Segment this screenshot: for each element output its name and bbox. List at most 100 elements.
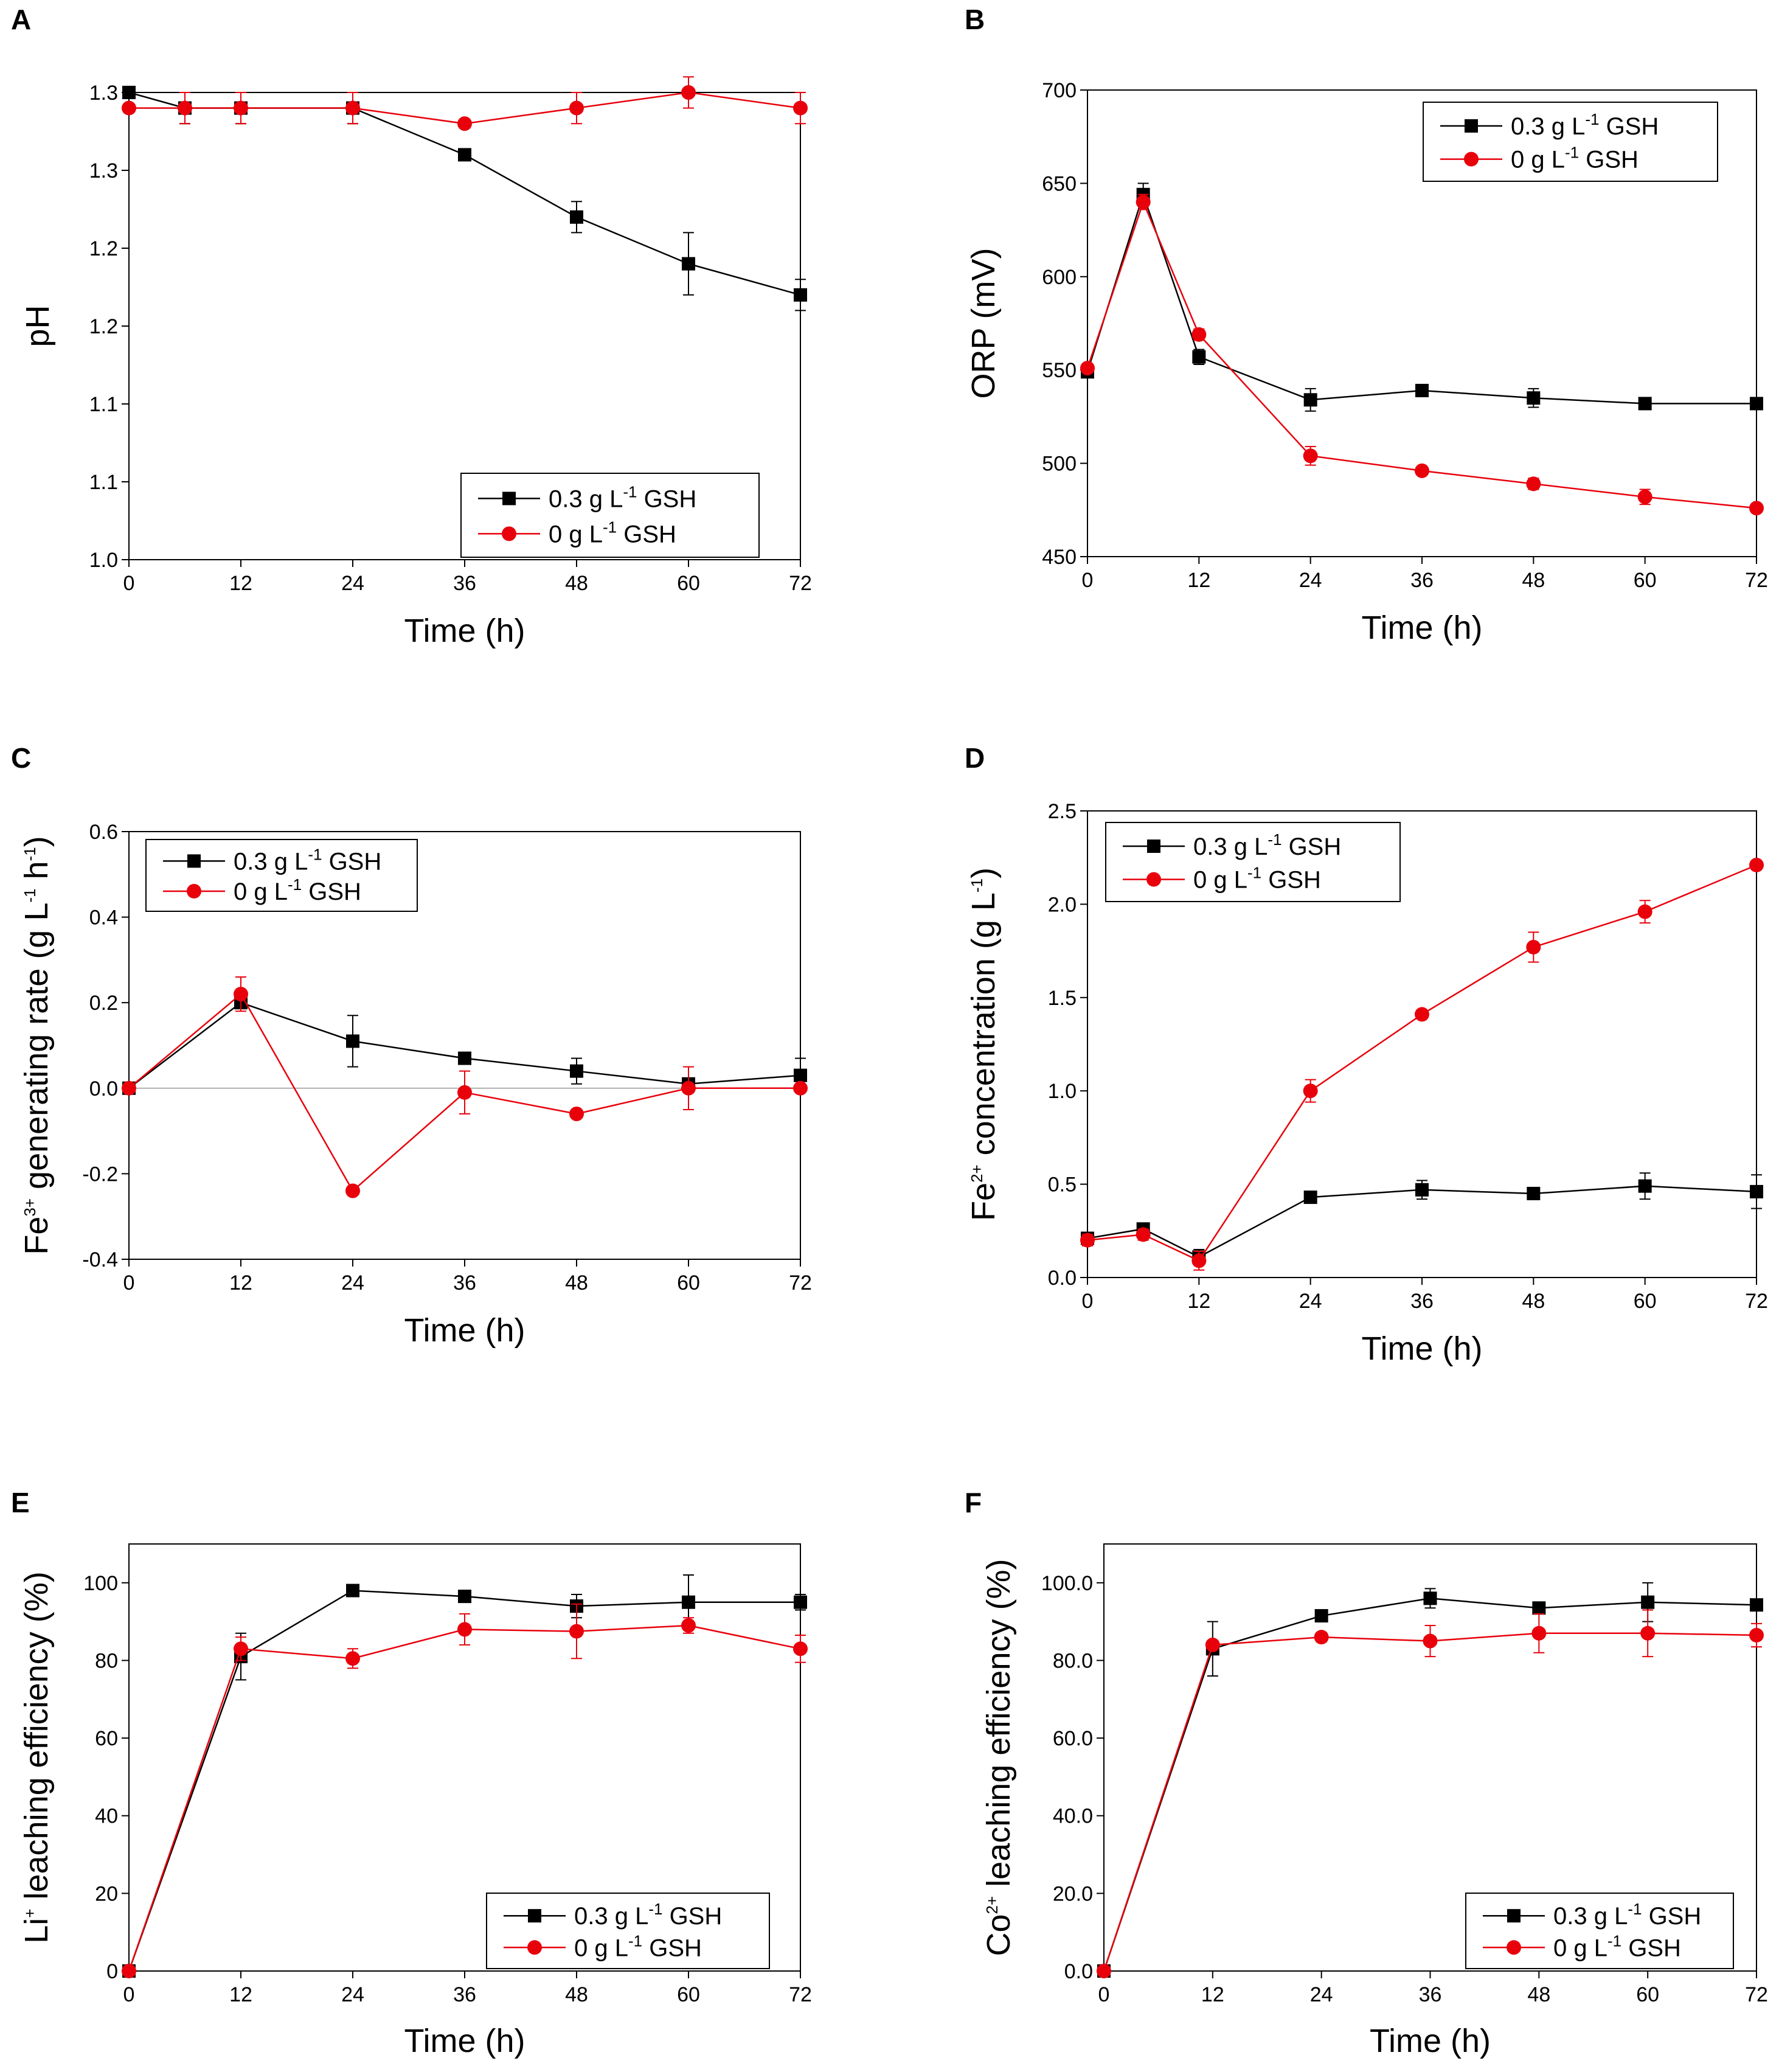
legend-box-d	[1105, 822, 1401, 902]
y-axis-title-d: Fe2+ concentration (g L-1)	[965, 867, 1002, 1221]
legend-label-control-c: 0 g L-1 GSH	[234, 875, 361, 905]
legend-label-main: 0 g L	[574, 1935, 628, 1961]
y-axis-title-a: pH	[19, 305, 56, 347]
y-tick-label-c: 0.4	[89, 906, 118, 930]
data-point-control-a	[345, 100, 360, 116]
data-point-treated-d	[1750, 1184, 1763, 1198]
legend-label-sup: -1	[288, 875, 302, 894]
y-tick-label-f: 80.0	[1053, 1649, 1093, 1672]
legend-marker-treated-f	[1507, 1909, 1521, 1923]
x-tick-label-d: 24	[1299, 1290, 1322, 1313]
data-point-control-b	[1415, 463, 1429, 478]
legend-label-tail: GSH	[1599, 113, 1659, 140]
x-tick-label-c: 48	[565, 1271, 588, 1295]
y-tick-label-b: 550	[1042, 359, 1077, 382]
x-tick-label-d: 48	[1522, 1290, 1545, 1313]
data-point-control-d	[1303, 1083, 1318, 1099]
y-tick-label-f: 20.0	[1053, 1882, 1093, 1905]
panel-e: E 0 12 24 36 48 60 72 0 20 40 60 80 100 Time (h) Li+ le…	[11, 1487, 812, 2059]
legend-box-f	[1465, 1893, 1734, 1969]
legend-label-main: 0 g L	[549, 521, 603, 548]
data-point-treated-b	[1750, 397, 1763, 411]
y-tick-label-a: 1.1	[89, 471, 118, 494]
y-axis-title-part: h	[18, 861, 55, 888]
y-tick-label-e: 40	[95, 1805, 118, 1828]
data-point-control-a	[234, 100, 248, 116]
x-tick-label-a: 48	[565, 572, 588, 595]
legend-label-sup: -1	[1267, 830, 1281, 849]
x-axis-title-a: Time (h)	[404, 613, 525, 649]
series-line-treated-d	[1087, 1185, 1757, 1258]
x-tick-label-c: 0	[123, 1271, 135, 1295]
data-point-treated-d	[1527, 1186, 1541, 1200]
y-tick-label-a: 1.3	[89, 159, 118, 183]
data-point-treated-e	[346, 1584, 359, 1597]
x-tick-label-d: 72	[1745, 1290, 1768, 1313]
y-tick-label-f: 100.0	[1041, 1572, 1093, 1595]
x-tick-label-e: 12	[229, 1983, 252, 2006]
y-axis-title-sup: 3+	[21, 1198, 39, 1217]
x-tick-label-e: 0	[123, 1983, 135, 2006]
data-point-treated-f	[1532, 1601, 1546, 1615]
x-tick-label-b: 36	[1410, 569, 1434, 592]
x-tick-label-a: 24	[341, 572, 364, 595]
series-line-control-b	[1086, 200, 1757, 509]
x-tick-label-f: 0	[1098, 1983, 1110, 2006]
legend-label-tail: GSH	[1642, 1903, 1701, 1930]
data-point-control-d	[1191, 1253, 1207, 1268]
legend-marker-control-b	[1464, 151, 1479, 167]
data-point-control-e	[681, 1618, 696, 1633]
data-point-treated-c	[794, 1068, 807, 1082]
y-tick-label-d: 2.5	[1048, 800, 1077, 823]
x-tick-label-e: 72	[789, 1983, 812, 2006]
x-tick-label-c: 72	[789, 1271, 812, 1295]
y-tick-label-d: 2.0	[1048, 893, 1077, 916]
x-tick-label-f: 60	[1636, 1983, 1659, 2006]
data-point-control-b	[1191, 327, 1207, 342]
data-point-control-b	[1303, 448, 1318, 464]
y-axis-title-part: Li	[18, 1918, 55, 1944]
y-tick-label-e: 20	[95, 1882, 118, 1905]
legend-label-treated-b: 0.3 g L-1 GSH	[1511, 110, 1659, 140]
legend-label-sup: -1	[308, 845, 322, 863]
data-point-treated-d	[1415, 1183, 1429, 1197]
y-axis-title-e: Li+ leaching efficiency (%)	[18, 1571, 55, 1943]
data-point-control-b	[1080, 361, 1095, 376]
data-point-treated-e	[458, 1590, 471, 1604]
x-axis-title-e: Time (h)	[404, 2023, 525, 2059]
legend-label-treated-f: 0.3 g L-1 GSH	[1553, 1900, 1701, 1930]
y-axis-title-part: Fe	[18, 1217, 55, 1255]
data-point-treated-a	[794, 288, 807, 302]
legend-label-tail: GSH	[642, 1935, 702, 1961]
y-tick-label-d: 0.5	[1048, 1173, 1077, 1197]
data-point-treated-c	[458, 1051, 471, 1065]
y-tick-label-a: 1.3	[89, 82, 118, 105]
data-point-control-c	[681, 1080, 696, 1096]
legend-label-main: 0.3 g L	[234, 848, 308, 875]
x-tick-label-f: 36	[1419, 1983, 1442, 2006]
y-tick-label-e: 100	[83, 1572, 118, 1595]
x-tick-label-c: 12	[229, 1271, 252, 1295]
data-point-treated-d	[1303, 1191, 1317, 1205]
legend-label-tail: GSH	[1281, 833, 1341, 860]
legend-label-tail: GSH	[637, 485, 696, 512]
y-tick-label-f: 0.0	[1064, 1960, 1093, 1983]
x-tick-label-f: 24	[1310, 1983, 1333, 2006]
legend-label-sup: -1	[623, 482, 637, 501]
data-point-control-a	[569, 100, 584, 116]
data-point-control-d	[1526, 939, 1541, 954]
x-tick-label-f: 72	[1745, 1983, 1768, 2006]
x-tick-label-b: 72	[1745, 569, 1768, 592]
data-point-control-e	[234, 1641, 248, 1657]
x-tick-label-e: 48	[565, 1983, 588, 2006]
data-point-treated-f	[1750, 1598, 1763, 1612]
x-tick-label-d: 12	[1187, 1290, 1210, 1313]
series-line-control-d	[1087, 864, 1757, 1262]
data-point-control-b	[1526, 476, 1541, 492]
legend-box-e	[486, 1893, 770, 1969]
legend-marker-treated-e	[528, 1909, 541, 1923]
x-tick-label-a: 72	[789, 572, 812, 595]
data-point-treated-f	[1641, 1595, 1655, 1609]
x-tick-label-b: 48	[1522, 569, 1545, 592]
y-axis-title-part: leaching efficiency (%)	[980, 1559, 1017, 1896]
